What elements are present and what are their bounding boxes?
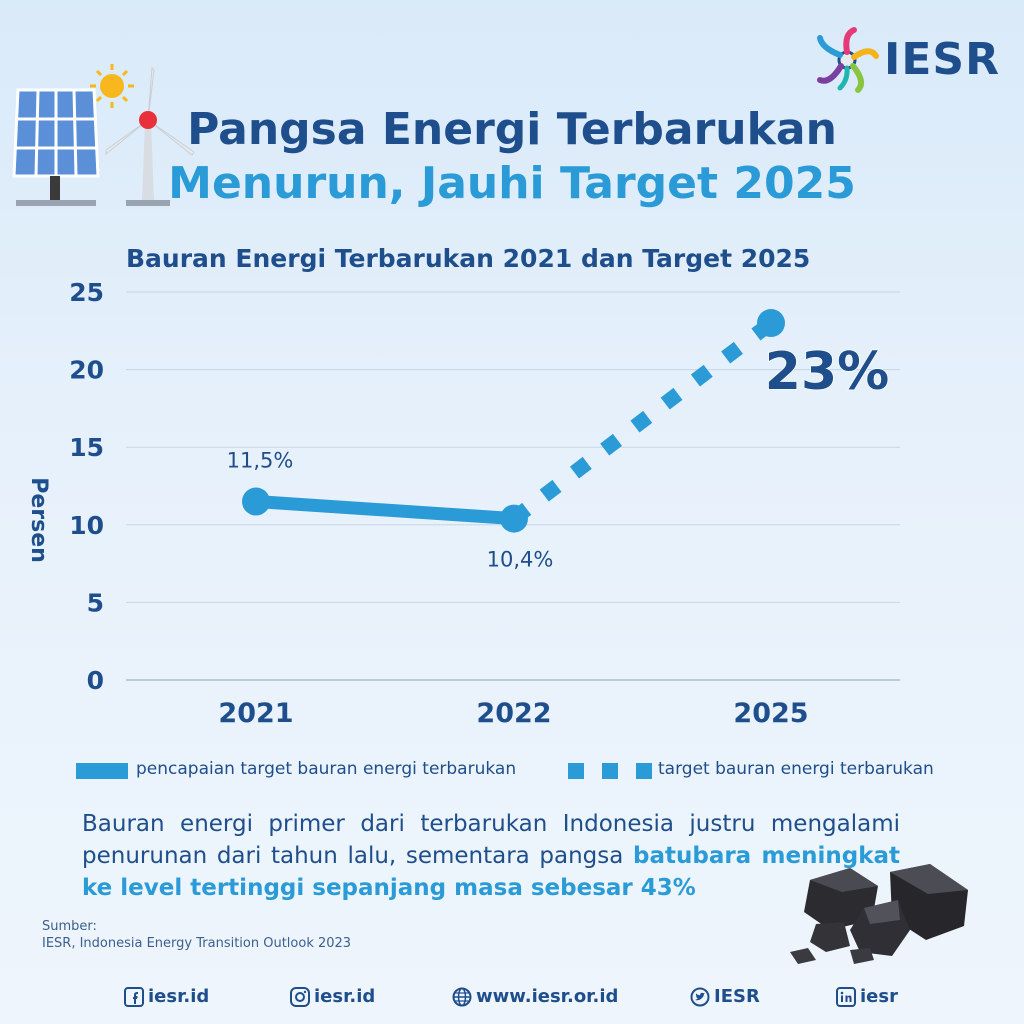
- legend-swatch-dash: [602, 763, 618, 779]
- footer-twitter[interactable]: IESR: [690, 986, 760, 1007]
- logo-text: IESR: [884, 34, 1000, 85]
- footer-website[interactable]: www.iesr.or.id: [452, 986, 618, 1007]
- page-title-line1: Pangsa Energi Terbarukan: [187, 104, 837, 155]
- data-label-target-highlight: 23%: [765, 342, 889, 402]
- series-line-achievement: [249, 495, 521, 526]
- coal-icon: [790, 864, 968, 964]
- description-text: Bauran energi primer dari terbarukan Ind…: [82, 811, 900, 901]
- iesr-logo-mark: [817, 27, 879, 93]
- chart-title: Bauran Energi Terbarukan 2021 dan Target…: [126, 244, 811, 273]
- data-point-achievement: [500, 504, 528, 533]
- footer: iesr.id iesr.id www.iesr.or.id IESR iesr: [0, 986, 1024, 1016]
- solar-panel-icon: [12, 88, 100, 206]
- legend-label-achievement: pencapaian target bauran energi terbaruk…: [136, 759, 517, 779]
- linkedin-icon: [836, 986, 856, 1007]
- data-label: 11,5%: [227, 449, 294, 473]
- sun-icon: [90, 64, 134, 108]
- globe-icon: [452, 987, 472, 1006]
- x-tick-label: 2021: [218, 698, 293, 729]
- legend-swatch-solid: [76, 763, 128, 779]
- footer-facebook[interactable]: iesr.id: [124, 986, 209, 1007]
- legend-label-target: target bauran energi terbarukan: [658, 759, 934, 779]
- instagram-icon: [290, 986, 310, 1007]
- renewable-illustration: [12, 64, 195, 206]
- legend-swatch-dash: [636, 763, 652, 779]
- y-tick-label: 15: [69, 433, 104, 462]
- chart-legend: pencapaian target bauran energi terbaruk…: [76, 758, 976, 784]
- footer-linkedin[interactable]: iesr: [836, 986, 898, 1007]
- data-label: 10,4%: [487, 548, 554, 572]
- x-tick-label: 2025: [733, 698, 808, 729]
- x-tick-label: 2022: [476, 698, 551, 729]
- legend-swatch-dash: [568, 763, 584, 779]
- iesr-logo: IESR: [814, 24, 999, 94]
- facebook-icon: [124, 986, 144, 1007]
- footer-instagram[interactable]: iesr.id: [290, 986, 375, 1007]
- source-note: Sumber: IESR, Indonesia Energy Transitio…: [42, 918, 351, 952]
- description-highlight: batubara meningkat ke level tertinggi se…: [82, 843, 900, 901]
- y-tick-label: 10: [69, 511, 104, 540]
- series-line-target: [509, 317, 776, 525]
- twitter-icon: [690, 987, 710, 1006]
- y-tick-label: 5: [87, 588, 104, 617]
- source-text: IESR, Indonesia Energy Transition Outloo…: [42, 936, 352, 951]
- y-tick-label: 25: [69, 278, 104, 307]
- wind-turbine-icon: [105, 66, 195, 206]
- source-label: Sumber:: [42, 919, 97, 934]
- data-point-achievement: [242, 487, 270, 516]
- y-axis-label: Persen: [26, 477, 51, 563]
- page-title-line2: Menurun, Jauhi Target 2025: [168, 158, 856, 209]
- y-tick-label: 20: [69, 356, 104, 385]
- data-point-target: [757, 309, 785, 338]
- y-tick-label: 0: [87, 666, 104, 695]
